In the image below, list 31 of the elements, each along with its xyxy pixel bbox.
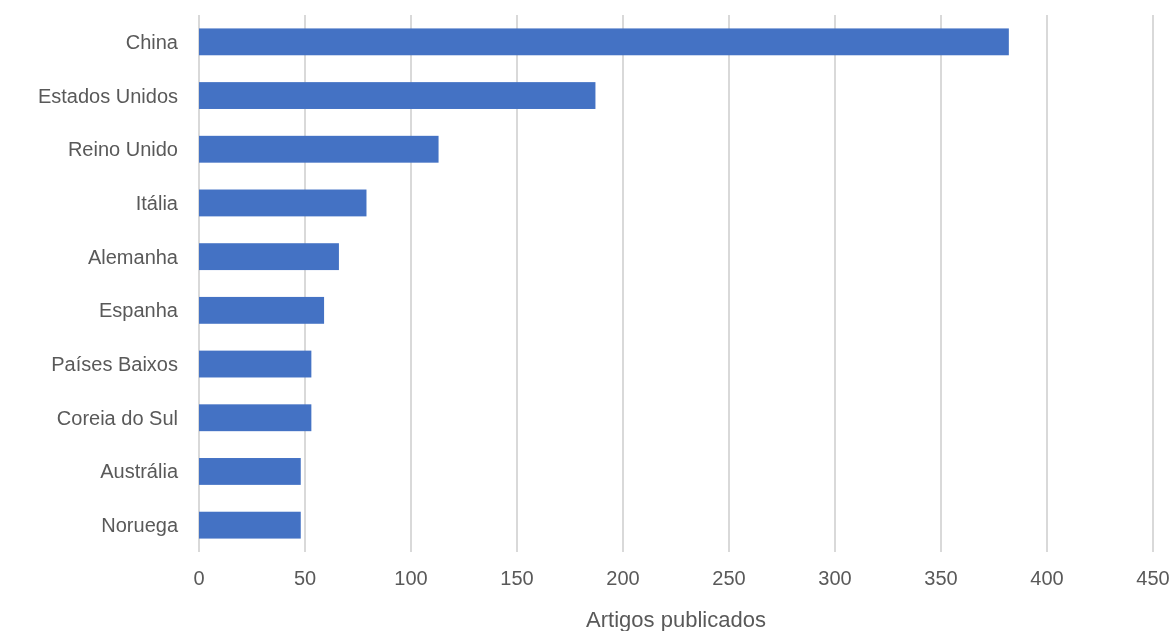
y-tick-label: Coreia do Sul bbox=[56, 406, 178, 429]
x-tick-label: 400 bbox=[1030, 567, 1064, 589]
x-tick-label: 50 bbox=[293, 567, 317, 589]
bar bbox=[199, 135, 439, 163]
bar bbox=[199, 296, 325, 324]
x-tick-label: 200 bbox=[606, 567, 640, 589]
bar bbox=[199, 189, 367, 217]
bar bbox=[199, 82, 596, 109]
y-tick-label: Itália bbox=[135, 191, 179, 214]
y-tick-label: Espanha bbox=[99, 299, 179, 322]
y-tick-label: Noruega bbox=[101, 514, 179, 537]
bar bbox=[199, 350, 312, 378]
x-tick-label: 450 bbox=[1136, 567, 1170, 589]
bar bbox=[199, 404, 312, 432]
x-tick-label: 250 bbox=[712, 567, 746, 589]
bar bbox=[199, 28, 1009, 56]
x-tick-label: 150 bbox=[500, 567, 534, 589]
x-tick-label: 300 bbox=[818, 567, 852, 589]
x-axis-title: Artigos publicados bbox=[586, 607, 766, 631]
x-tick-label: 0 bbox=[193, 567, 205, 589]
bar bbox=[199, 458, 301, 485]
y-tick-label: Alemanha bbox=[87, 245, 179, 268]
y-tick-label: Reino Unido bbox=[67, 138, 178, 161]
x-tick-label: 350 bbox=[924, 567, 958, 589]
y-tick-label: Países Baixos bbox=[51, 353, 178, 376]
bar bbox=[199, 243, 339, 271]
y-tick-label: Austrália bbox=[100, 460, 179, 483]
y-tick-label: China bbox=[125, 30, 179, 53]
y-tick-label: Estados Unidos bbox=[37, 84, 178, 107]
bar bbox=[199, 511, 301, 539]
x-tick-label: 100 bbox=[394, 567, 428, 589]
